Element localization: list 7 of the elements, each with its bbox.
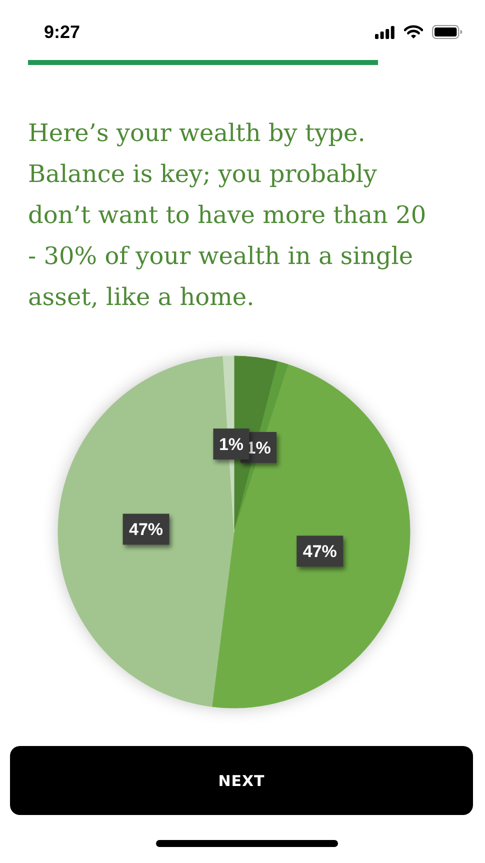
data-label: 1% xyxy=(246,438,271,457)
pie-slice xyxy=(212,364,410,708)
text: 9:27 xyxy=(44,21,80,44)
data-label: 47% xyxy=(302,542,337,561)
data-label: 1% xyxy=(218,434,244,454)
data-label: 47% xyxy=(129,520,164,539)
chart-title: Here’s your wealth by type. Balance is key; you probably don’t want to have more than 20 - 30% of your wealth in a single asset, like a home. xyxy=(28,118,428,313)
